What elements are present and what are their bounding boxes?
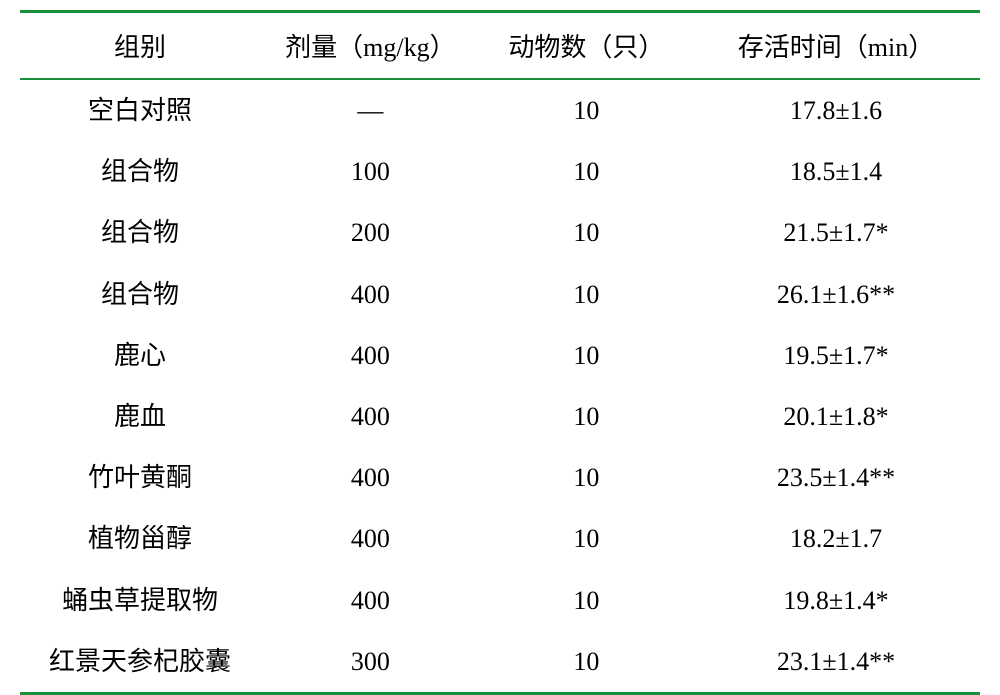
cell-survival: 17.8±1.6 <box>692 79 980 141</box>
cell-dose: 400 <box>260 447 481 508</box>
cell-survival: 20.1±1.8* <box>692 386 980 447</box>
cell-survival: 19.5±1.7* <box>692 325 980 386</box>
cell-animals: 10 <box>481 141 692 202</box>
table-header-row: 组别 剂量（mg/kg） 动物数（只） 存活时间（min） <box>20 12 980 80</box>
cell-dose: 400 <box>260 264 481 325</box>
cell-group: 组合物 <box>20 141 260 202</box>
cell-group: 空白对照 <box>20 79 260 141</box>
table-row: 蛹虫草提取物 400 10 19.8±1.4* <box>20 570 980 631</box>
cell-animals: 10 <box>481 264 692 325</box>
cell-group: 竹叶黄酮 <box>20 447 260 508</box>
cell-group: 植物甾醇 <box>20 508 260 569</box>
data-table: 组别 剂量（mg/kg） 动物数（只） 存活时间（min） 空白对照 — 10 … <box>20 10 980 695</box>
col-header-dose: 剂量（mg/kg） <box>260 12 481 80</box>
cell-dose: 200 <box>260 202 481 263</box>
col-header-animals: 动物数（只） <box>481 12 692 80</box>
cell-survival: 21.5±1.7* <box>692 202 980 263</box>
table-row: 组合物 400 10 26.1±1.6** <box>20 264 980 325</box>
table-row: 空白对照 — 10 17.8±1.6 <box>20 79 980 141</box>
cell-survival: 18.2±1.7 <box>692 508 980 569</box>
cell-survival: 18.5±1.4 <box>692 141 980 202</box>
cell-group: 组合物 <box>20 202 260 263</box>
table-row: 组合物 200 10 21.5±1.7* <box>20 202 980 263</box>
table-row: 鹿心 400 10 19.5±1.7* <box>20 325 980 386</box>
cell-group: 鹿心 <box>20 325 260 386</box>
cell-group: 鹿血 <box>20 386 260 447</box>
cell-group: 组合物 <box>20 264 260 325</box>
col-header-group: 组别 <box>20 12 260 80</box>
cell-dose: 400 <box>260 508 481 569</box>
cell-group: 蛹虫草提取物 <box>20 570 260 631</box>
table-row: 组合物 100 10 18.5±1.4 <box>20 141 980 202</box>
cell-survival: 19.8±1.4* <box>692 570 980 631</box>
cell-dose: — <box>260 79 481 141</box>
cell-dose: 100 <box>260 141 481 202</box>
cell-animals: 10 <box>481 79 692 141</box>
cell-animals: 10 <box>481 325 692 386</box>
cell-animals: 10 <box>481 508 692 569</box>
cell-survival: 26.1±1.6** <box>692 264 980 325</box>
table-row: 鹿血 400 10 20.1±1.8* <box>20 386 980 447</box>
cell-animals: 10 <box>481 202 692 263</box>
cell-animals: 10 <box>481 386 692 447</box>
cell-animals: 10 <box>481 447 692 508</box>
table-row: 植物甾醇 400 10 18.2±1.7 <box>20 508 980 569</box>
table-body: 空白对照 — 10 17.8±1.6 组合物 100 10 18.5±1.4 组… <box>20 79 980 693</box>
cell-animals: 10 <box>481 570 692 631</box>
cell-survival: 23.5±1.4** <box>692 447 980 508</box>
cell-dose: 400 <box>260 570 481 631</box>
col-header-survival: 存活时间（min） <box>692 12 980 80</box>
cell-dose: 400 <box>260 386 481 447</box>
table-row: 竹叶黄酮 400 10 23.5±1.4** <box>20 447 980 508</box>
data-table-container: 组别 剂量（mg/kg） 动物数（只） 存活时间（min） 空白对照 — 10 … <box>20 10 980 695</box>
cell-dose: 400 <box>260 325 481 386</box>
